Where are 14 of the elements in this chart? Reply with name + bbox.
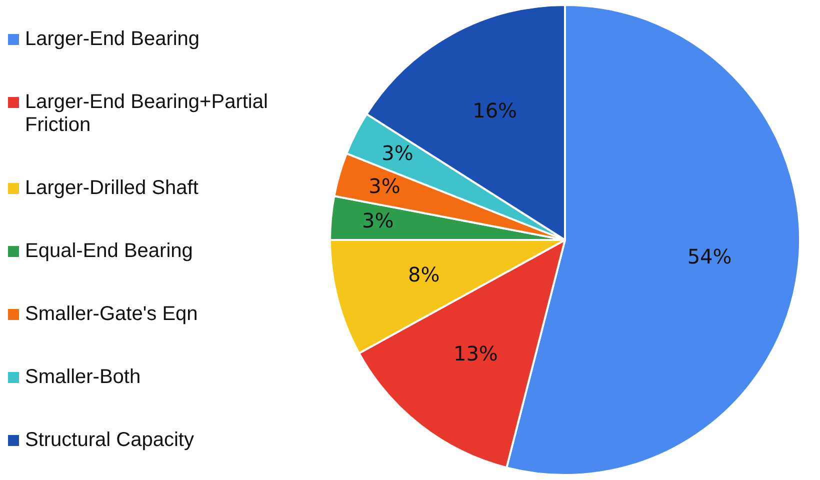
data-label: 16% [472, 98, 518, 123]
data-label: 13% [453, 341, 498, 366]
legend-label: Smaller-Both [25, 366, 141, 389]
data-label: 8% [408, 262, 440, 286]
data-label: 3% [368, 174, 400, 198]
legend-label: Smaller-Gate's Eqn [25, 303, 198, 326]
legend-label: Larger-End Bearing [25, 28, 200, 51]
data-label: 3% [382, 140, 414, 165]
legend-label: Equal-End Bearing [25, 240, 193, 263]
data-label: 3% [362, 208, 394, 233]
legend-label: Larger-End Bearing+Partial Friction [25, 91, 269, 137]
data-label: 54% [687, 244, 732, 268]
legend-label: Larger-Drilled Shaft [25, 177, 198, 200]
legend-label: Structural Capacity [25, 429, 194, 452]
